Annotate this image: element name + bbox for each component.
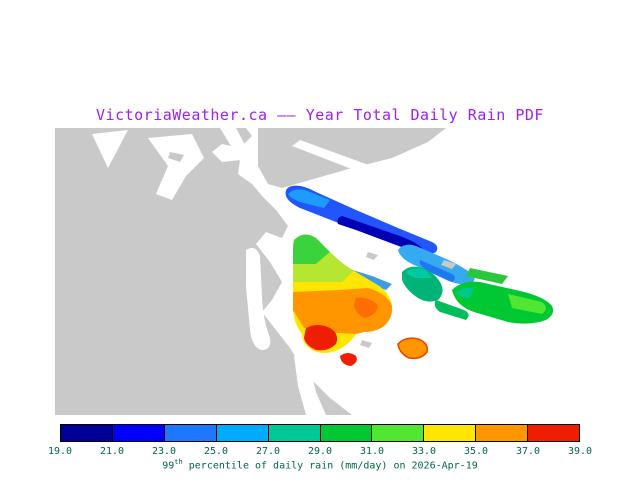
- colorbar-segment: [476, 425, 529, 441]
- pender-north-patch-region: [406, 268, 432, 278]
- saturna-island-region: [452, 281, 554, 324]
- colorbar-tick-label: 29.0: [307, 446, 333, 457]
- colorbar: [60, 424, 580, 442]
- gray-islet-1: [366, 252, 378, 260]
- saltspring-deep-orange-region: [354, 297, 378, 318]
- saturna-west-region: [456, 287, 474, 298]
- vancouver-island-landmass: [55, 128, 352, 415]
- colorbar-segment: [61, 425, 113, 441]
- colorbar-tick-label: 33.0: [411, 446, 437, 457]
- samuel-islet-region: [466, 268, 508, 284]
- saturna-east-region: [508, 294, 546, 314]
- harbour-islet: [168, 152, 184, 162]
- plot-title: VictoriaWeather.ca —— Year Total Daily R…: [96, 106, 544, 124]
- channel-slash-cutout: [292, 140, 388, 180]
- colorbar-tick-label: 39.0: [567, 446, 593, 457]
- colorbar-tick-label: 19.0: [47, 446, 73, 457]
- colorbar-segment: [112, 425, 165, 441]
- colorbar-tick-labels: 19.0 21.0 23.0 25.0 27.0 29.0 31.0 33.0 35.0 37.0…: [48, 446, 592, 458]
- south-inlet-cutout: [294, 356, 326, 415]
- caption-value: 99: [162, 460, 175, 472]
- colorbar-tick-label: 35.0: [463, 446, 489, 457]
- colorbar-tick-label: 27.0: [255, 446, 281, 457]
- south-red-islet-region: [340, 353, 357, 366]
- colorbar-segment: [164, 425, 217, 441]
- colorbar-segment: [372, 425, 425, 441]
- colorbar-tick-label: 21.0: [99, 446, 125, 457]
- colorbar-tick-label: 37.0: [515, 446, 541, 457]
- colorbar-segment: [528, 425, 580, 441]
- colorbar-tick-label: 23.0: [151, 446, 177, 457]
- caption: 99th percentile of daily rain (mm/day) o…: [0, 458, 640, 471]
- saanich-inlet-cutout: [246, 248, 271, 350]
- south-pender-region: [434, 300, 469, 320]
- saltspring-north-green-region: [293, 234, 330, 264]
- channel-cutout-top: [220, 128, 252, 164]
- moresby-islet-rim: [397, 337, 429, 360]
- galiano-west-tip-region: [288, 189, 330, 208]
- mayne-island-region: [398, 244, 475, 285]
- gray-islet-3: [360, 340, 372, 348]
- caption-text: percentile of daily rain (mm/day) on 202…: [182, 460, 478, 472]
- galiano-core-region: [337, 216, 422, 250]
- colorbar-segment: [268, 425, 321, 441]
- colorbar-segment: [216, 425, 269, 441]
- harbour-cutout: [148, 134, 204, 200]
- caption-superscript: th: [174, 458, 183, 466]
- gray-islet-2: [441, 260, 456, 269]
- colorbar-segment: [320, 425, 373, 441]
- saltspring-orange-region: [293, 288, 393, 334]
- moresby-islet-region: [398, 338, 428, 359]
- saltspring-yellowgreen-band-region: [293, 252, 354, 282]
- north-islands-landmass: [258, 128, 446, 188]
- colorbar-tick-label: 31.0: [359, 446, 385, 457]
- saltspring-red-region: [304, 325, 338, 351]
- mayne-core-region: [419, 260, 455, 282]
- colorbar-segment: [424, 425, 477, 441]
- inlet-cutout-northwest: [92, 130, 128, 168]
- colorbar-tick-label: 25.0: [203, 446, 229, 457]
